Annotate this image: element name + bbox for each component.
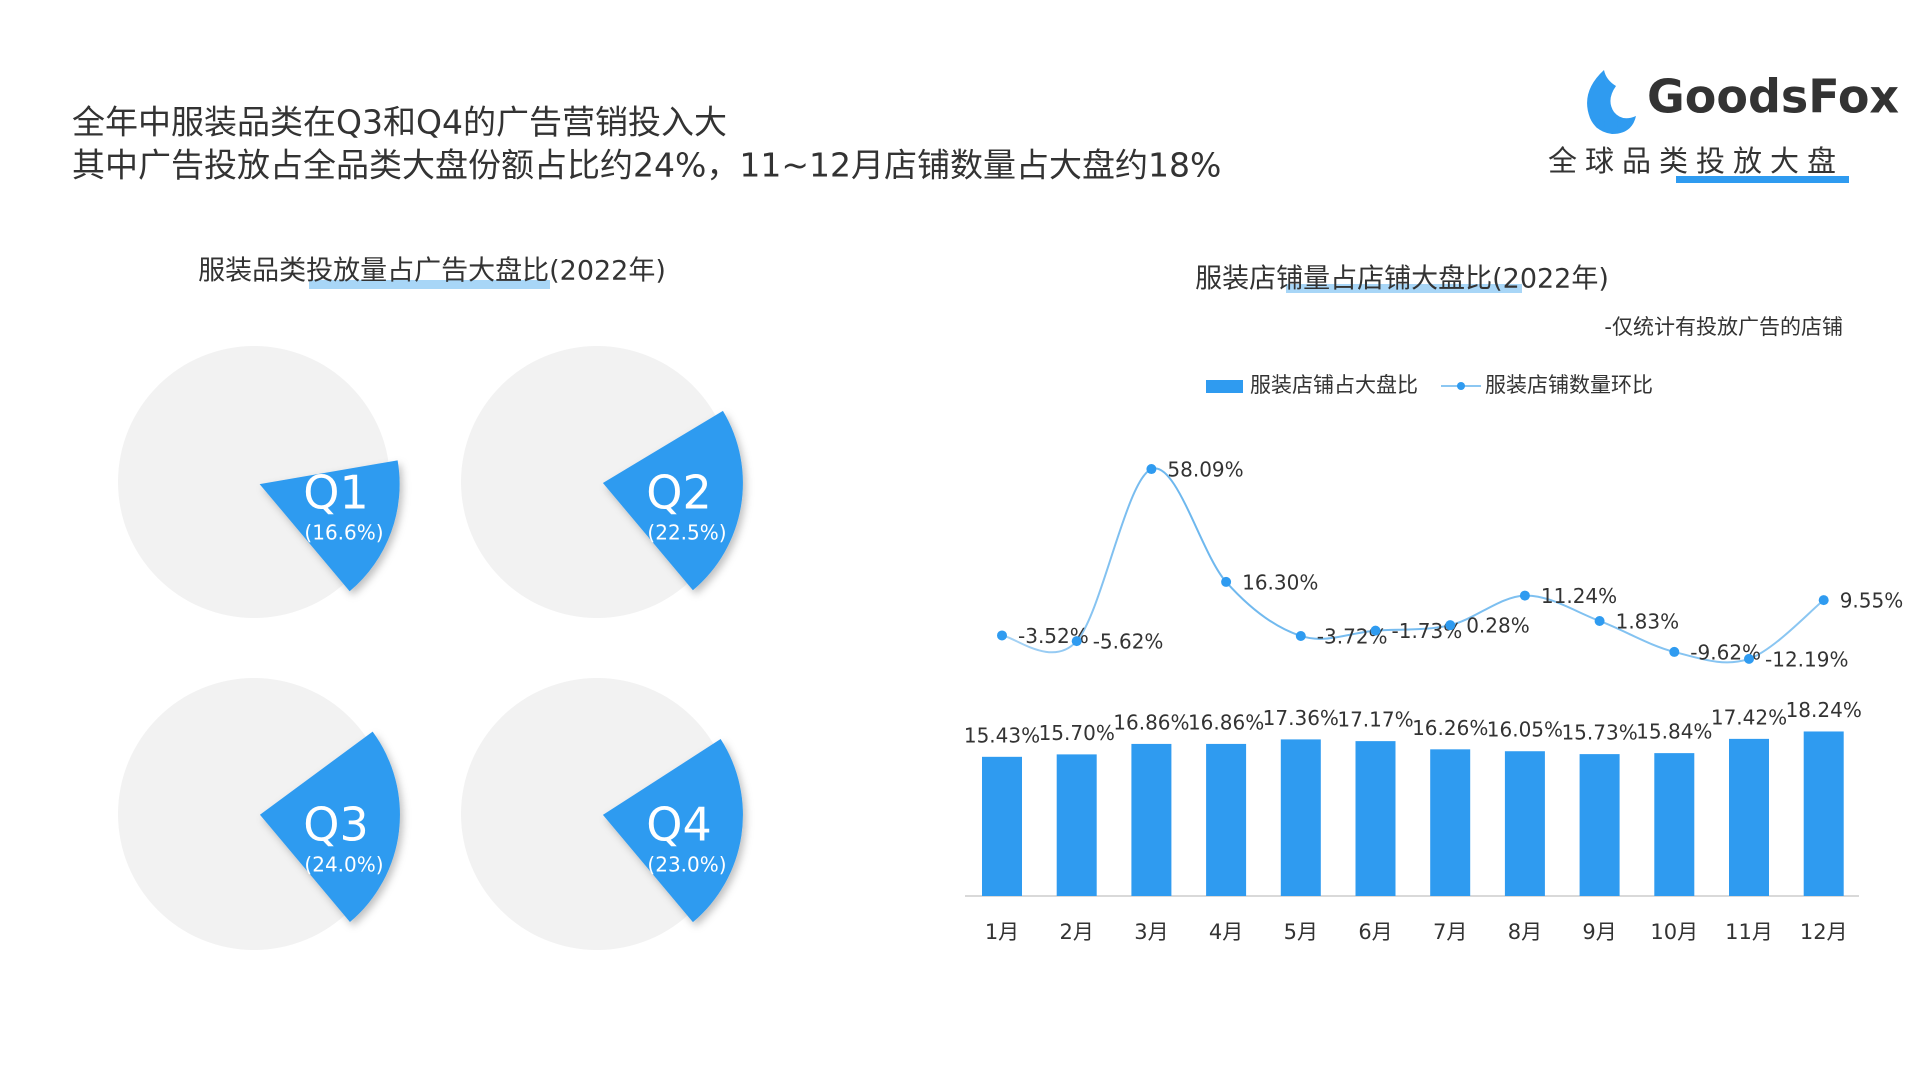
- slice-value-label: (22.5%): [647, 521, 726, 545]
- bar: [1654, 753, 1695, 896]
- line-point: [1594, 615, 1605, 626]
- logo-tagline: 全球品类投放大盘: [1548, 144, 1844, 178]
- line-value-label: 58.09%: [1167, 458, 1243, 482]
- x-tick-label: 1月: [985, 920, 1019, 944]
- bar: [1280, 739, 1321, 896]
- title-highlight: [309, 280, 550, 289]
- x-tick-label: 6月: [1358, 920, 1392, 944]
- line-value-label: 16.30%: [1242, 570, 1318, 594]
- bar: [1729, 738, 1769, 896]
- chart-title: 服装店铺量占店铺大盘比(2022年): [1195, 264, 1609, 295]
- bar-value-label: 18.24%: [1786, 698, 1862, 722]
- legend-label: 服装店铺占大盘比: [1250, 373, 1418, 397]
- x-tick-label: 4月: [1209, 920, 1243, 944]
- line-point: [997, 630, 1007, 641]
- title-highlight: [1286, 284, 1522, 293]
- tagline-underline: [1676, 176, 1849, 183]
- line-value-label: -5.62%: [1093, 630, 1164, 654]
- pie-slice: [602, 410, 743, 591]
- pie-slice: [259, 731, 400, 922]
- bar: [1803, 731, 1844, 896]
- line-point: [1146, 464, 1157, 475]
- line-value-label: 1.83%: [1616, 609, 1680, 633]
- bar-value-label: 16.26%: [1412, 716, 1488, 740]
- logo-name: GoodsFox: [1647, 70, 1899, 124]
- logo-icon: [1595, 119, 1605, 129]
- pie-slice: [602, 739, 743, 923]
- bar-value-label: 15.84%: [1636, 720, 1712, 744]
- line-point: [1295, 630, 1306, 641]
- bar: [1430, 749, 1471, 896]
- line-point: [1744, 653, 1754, 664]
- bar-value-label: 16.86%: [1188, 710, 1264, 734]
- x-tick-label: 9月: [1582, 920, 1616, 944]
- slice-value-label: (23.0%): [647, 853, 726, 877]
- logo-icon: [1617, 119, 1627, 129]
- logo: GoodsFox 全球品类投放大盘: [1548, 70, 1899, 183]
- line-value-label: 11.24%: [1541, 584, 1617, 608]
- line-point: [1445, 620, 1456, 631]
- headline: 全年中服装品类在Q3和Q4的广告营销投入大: [72, 103, 727, 142]
- line-point: [1818, 595, 1829, 606]
- pie-slice: [259, 460, 400, 592]
- bar-value-label: 16.05%: [1487, 718, 1563, 742]
- legend-swatch: [1206, 380, 1243, 393]
- slice-label: Q4: [646, 798, 711, 852]
- x-tick-label: 10月: [1650, 920, 1698, 944]
- bar: [1131, 743, 1172, 896]
- slice-label: Q2: [646, 466, 711, 520]
- bar-value-label: 17.36%: [1263, 706, 1339, 730]
- line-value-label: 0.28%: [1466, 614, 1530, 638]
- legend-swatch: [1457, 382, 1465, 390]
- bar-value-label: 17.42%: [1711, 705, 1787, 729]
- bar: [1056, 754, 1097, 896]
- bar-value-label: 15.70%: [1039, 721, 1115, 745]
- x-tick-label: 12月: [1800, 920, 1848, 944]
- slice-value-label: (16.6%): [304, 521, 383, 545]
- bar-value-label: 16.86%: [1113, 710, 1189, 734]
- line-point: [1071, 636, 1082, 647]
- bar: [1206, 743, 1247, 896]
- x-tick-label: 11月: [1725, 920, 1773, 944]
- slice-value-label: (24.0%): [304, 853, 383, 877]
- line-point: [1669, 646, 1680, 657]
- x-tick-label: 7月: [1433, 920, 1467, 944]
- x-tick-label: 3月: [1134, 920, 1168, 944]
- chart-title: 服装品类投放量占广告大盘比(2022年): [198, 256, 666, 287]
- bar: [982, 756, 1022, 896]
- x-tick-label: 8月: [1508, 920, 1542, 944]
- bar-value-label: 15.43%: [964, 723, 1040, 747]
- line-point: [1370, 625, 1381, 636]
- bar-value-label: 17.17%: [1337, 708, 1413, 732]
- legend-label: 服装店铺数量环比: [1485, 373, 1653, 397]
- headline: 其中广告投放占全品类大盘份额占比约24%，11~12月店铺数量占大盘约18%: [72, 146, 1221, 185]
- bar: [1504, 751, 1545, 896]
- bar: [1355, 741, 1396, 896]
- slice-label: Q1: [303, 466, 368, 520]
- x-tick-label: 5月: [1284, 920, 1318, 944]
- x-tick-label: 2月: [1060, 920, 1094, 944]
- line-value-label: 9.55%: [1840, 589, 1904, 613]
- logo-icon: [1587, 70, 1636, 134]
- line-point: [1519, 590, 1530, 601]
- line-point: [1221, 576, 1232, 587]
- slice-label: Q3: [303, 798, 368, 852]
- bar-value-label: 15.73%: [1561, 721, 1637, 745]
- chart-subtitle: -仅统计有投放广告的店铺: [1604, 315, 1843, 339]
- bar: [1579, 754, 1620, 896]
- line-value-label: -12.19%: [1765, 647, 1848, 671]
